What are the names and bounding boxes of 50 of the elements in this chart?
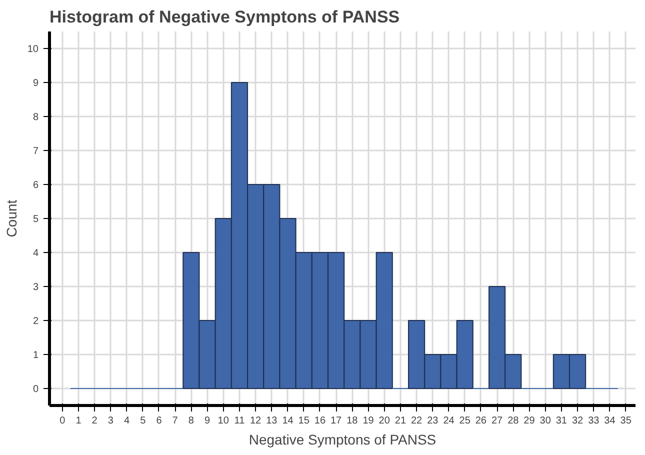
x-tick-label: 19 <box>362 416 374 426</box>
x-tick-label: 26 <box>475 416 487 426</box>
x-tick-label: 10 <box>218 416 230 426</box>
x-tick-label: 4 <box>124 416 130 426</box>
x-tick-label: 29 <box>524 416 536 426</box>
x-tick-label: 12 <box>250 416 262 426</box>
x-tick-label: 22 <box>410 416 423 426</box>
x-tick-label: 25 <box>459 416 471 426</box>
x-tick-label: 13 <box>266 416 278 426</box>
x-tick-label: 14 <box>282 416 294 426</box>
x-tick-label: 0 <box>60 416 66 426</box>
x-tick-label: 28 <box>508 416 520 426</box>
y-tick-label: 2 <box>32 316 39 327</box>
x-tick-label: 31 <box>556 416 568 426</box>
y-tick-label: 8 <box>32 112 39 123</box>
x-axis-title: Negative Symptons of PANSS <box>248 432 436 448</box>
x-tick-label: 6 <box>156 416 162 426</box>
x-tick-label: 16 <box>314 416 326 426</box>
x-tick-label: 11 <box>234 416 246 426</box>
x-tick-label: 9 <box>204 416 210 426</box>
y-tick-label: 9 <box>32 78 39 89</box>
x-tick-label: 15 <box>298 416 310 426</box>
y-tick-label: 1 <box>32 350 39 361</box>
y-tick-label: 4 <box>32 248 39 259</box>
y-tick-label: 0 <box>32 384 39 395</box>
chart-title: Histogram of Negative Symptons of PANSS <box>50 8 400 26</box>
y-axis-title: Count <box>3 200 20 238</box>
x-tick-label: 30 <box>540 416 552 426</box>
x-tick-label: 33 <box>588 416 600 426</box>
y-tick-label: 7 <box>32 146 39 157</box>
x-tick-label: 2 <box>92 416 98 426</box>
x-tick-label: 34 <box>604 416 616 426</box>
y-tick-label: 10 <box>27 44 39 55</box>
y-tick-label: 3 <box>32 282 39 293</box>
x-tick-label: 3 <box>108 416 114 426</box>
y-tick-label: 5 <box>32 214 39 225</box>
x-tick-label: 17 <box>330 416 342 426</box>
x-tick-label: 18 <box>346 416 358 426</box>
x-tick-label: 24 <box>443 416 455 426</box>
x-tick-label: 27 <box>491 416 504 426</box>
x-tick-label: 1 <box>76 416 82 426</box>
x-tick-label: 21 <box>394 416 406 426</box>
x-tick-label: 20 <box>378 416 390 426</box>
x-tick-label: 5 <box>140 416 146 426</box>
x-tick-label: 23 <box>427 416 439 426</box>
x-tick-label: 8 <box>188 416 194 426</box>
y-tick-label: 6 <box>32 180 39 191</box>
x-tick-label: 32 <box>572 416 584 426</box>
x-tick-label: 7 <box>172 416 178 426</box>
x-tick-label: 35 <box>620 416 632 426</box>
